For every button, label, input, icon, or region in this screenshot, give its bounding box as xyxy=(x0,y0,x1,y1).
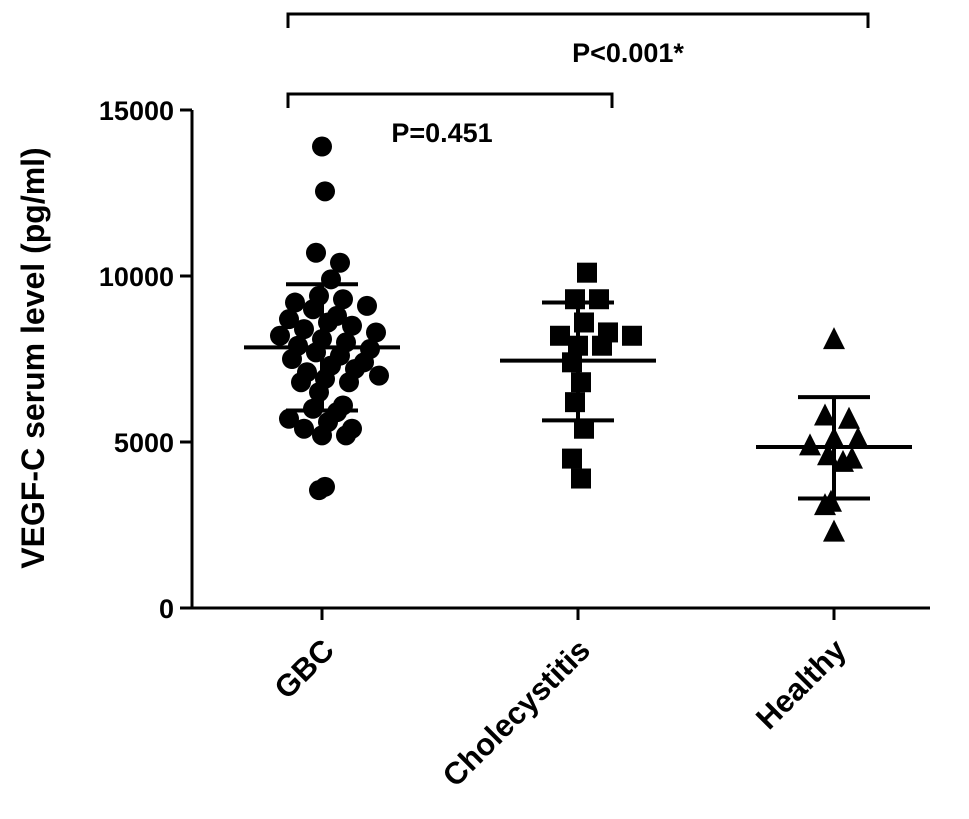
data-point xyxy=(814,493,836,516)
y-tick-label: 0 xyxy=(159,594,174,624)
data-point xyxy=(369,365,389,386)
data-points xyxy=(270,136,869,542)
data-point xyxy=(847,426,869,449)
significance-bracket xyxy=(286,12,870,28)
data-point xyxy=(294,418,314,439)
data-point xyxy=(294,319,314,340)
data-point xyxy=(832,449,854,472)
data-point xyxy=(574,418,594,439)
data-point xyxy=(814,403,836,426)
y-tick-label: 5000 xyxy=(114,428,174,458)
x-tick-label: Cholecystitis xyxy=(436,632,597,793)
data-point xyxy=(315,181,335,202)
data-point xyxy=(312,425,332,446)
y-axis: 0 5000 10000 15000 xyxy=(99,96,194,624)
data-point xyxy=(574,312,594,333)
data-point xyxy=(357,295,377,316)
data-point xyxy=(306,242,326,263)
data-point xyxy=(285,292,305,313)
data-point xyxy=(309,480,329,501)
data-point xyxy=(333,289,353,310)
data-point xyxy=(318,312,338,333)
significance-annotations: P=0.451 P<0.001* xyxy=(286,12,870,148)
significance-bracket xyxy=(286,92,614,108)
data-point xyxy=(562,448,582,469)
data-point xyxy=(577,262,597,283)
data-point xyxy=(279,408,299,429)
data-point xyxy=(565,289,585,310)
data-point xyxy=(838,406,860,429)
data-point xyxy=(823,426,845,449)
p-value-label: P<0.001* xyxy=(572,38,684,68)
data-point xyxy=(270,325,290,346)
data-point xyxy=(366,322,386,343)
y-tick-label: 15000 xyxy=(99,96,174,126)
data-point xyxy=(571,468,591,489)
data-point xyxy=(339,372,359,393)
data-point xyxy=(303,398,323,419)
y-tick-label: 10000 xyxy=(99,262,174,292)
data-point xyxy=(817,443,839,466)
data-point xyxy=(823,327,845,350)
data-point xyxy=(622,325,642,346)
data-point xyxy=(550,325,570,346)
data-point xyxy=(291,372,311,393)
data-point xyxy=(279,309,299,330)
data-point xyxy=(565,392,585,413)
data-point xyxy=(823,519,845,542)
data-point xyxy=(306,342,326,363)
data-point xyxy=(312,136,332,157)
data-point xyxy=(321,269,341,290)
data-point xyxy=(336,425,356,446)
data-point xyxy=(568,335,588,356)
data-point xyxy=(562,352,582,373)
x-tick-label: Healthy xyxy=(749,632,853,736)
data-point xyxy=(282,349,302,369)
x-tick-label: GBC xyxy=(267,632,340,705)
data-point xyxy=(330,252,350,273)
data-point xyxy=(571,372,591,393)
data-point xyxy=(309,382,329,403)
y-axis-label: VEGF-C serum level (pg/ml) xyxy=(15,147,51,568)
data-point xyxy=(799,433,821,456)
data-point xyxy=(592,335,612,356)
data-point xyxy=(342,315,362,336)
data-point xyxy=(303,299,323,320)
x-axis: GBC Cholecystitis Healthy xyxy=(192,606,930,793)
data-point xyxy=(589,289,609,310)
p-value-label: P=0.451 xyxy=(391,118,492,148)
